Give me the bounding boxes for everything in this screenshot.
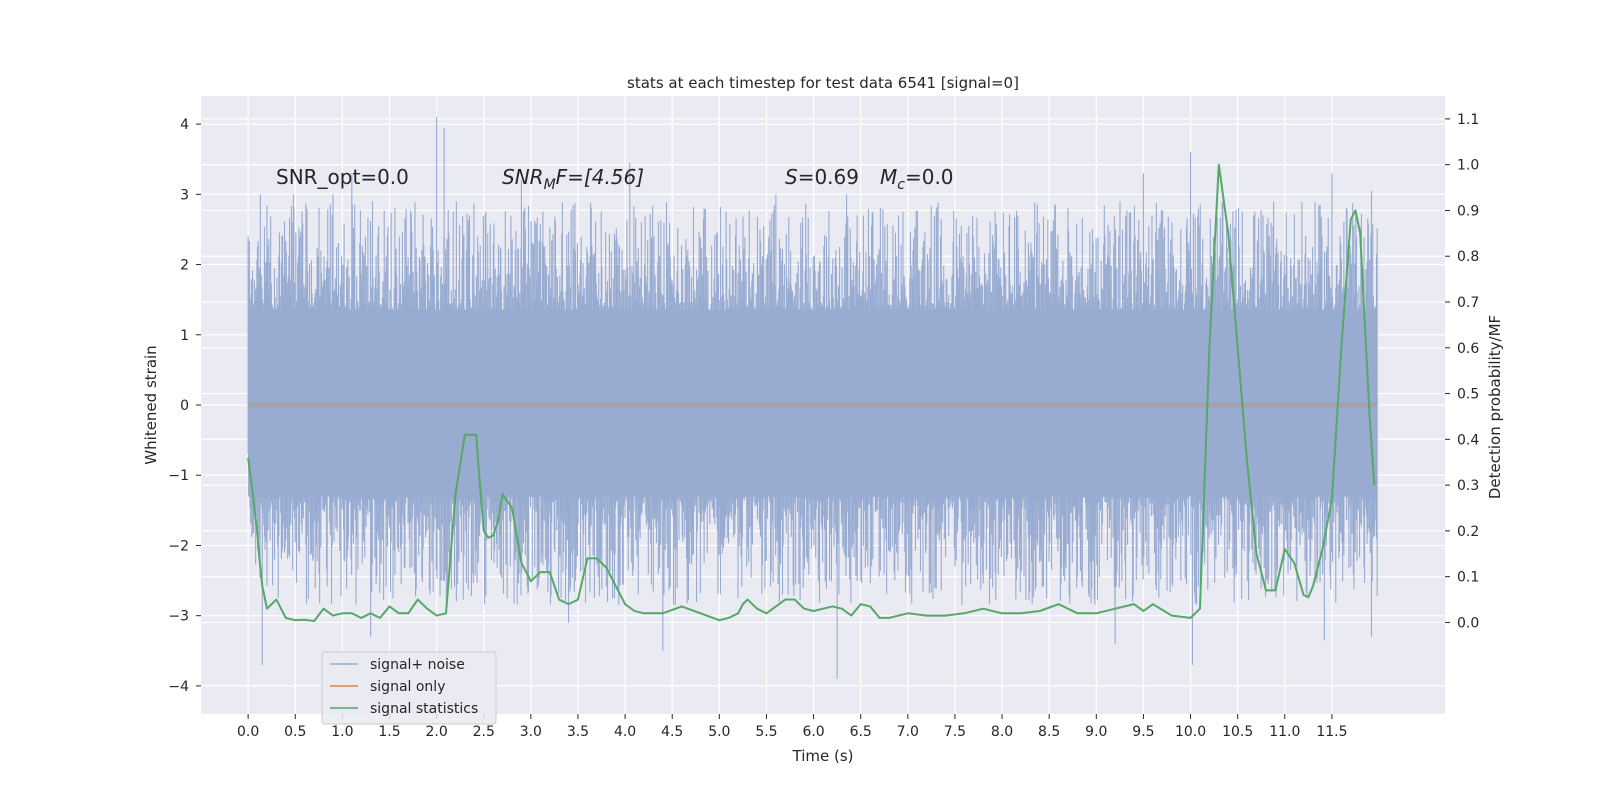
x-tick-label: 7.5 bbox=[944, 724, 966, 740]
x-tick-label: 6.0 bbox=[802, 724, 824, 740]
annotation-s: S=0.69 bbox=[785, 165, 859, 189]
y2-tick-label: 0.2 bbox=[1457, 524, 1479, 540]
y2-tick-label: 0.5 bbox=[1457, 387, 1479, 403]
x-tick-label: 6.5 bbox=[850, 724, 872, 740]
annotation-snr-mf: SNRMF=[4.56] bbox=[502, 165, 644, 193]
y2-axis-label: Detection probability/MF bbox=[1486, 315, 1504, 499]
y-tick-label: 1 bbox=[180, 328, 189, 344]
y-axis-ticks: 4 3 2 1 0 −1 −2 −3 −4 bbox=[168, 117, 201, 695]
y-tick-label: 2 bbox=[180, 258, 189, 274]
annotation-mc: Mc=0.0 bbox=[880, 165, 954, 193]
y2-axis-ticks: 1.1 1.0 0.9 0.8 0.7 0.6 0.5 0.4 0.3 0.2 0.1 0.0 bbox=[1445, 112, 1479, 631]
y-tick-label: −3 bbox=[168, 609, 189, 625]
y-tick-label: 4 bbox=[180, 117, 189, 133]
x-axis-label: Time (s) bbox=[792, 747, 854, 765]
x-tick-label: 2.5 bbox=[473, 724, 495, 740]
series-signal-statistics bbox=[247, 163, 1376, 623]
y2-tick-label: 0.3 bbox=[1457, 478, 1479, 494]
y-tick-label: −4 bbox=[168, 679, 189, 695]
x-tick-label: 9.5 bbox=[1132, 724, 1154, 740]
x-tick-label: 4.5 bbox=[661, 724, 683, 740]
x-axis-ticks: 0.0 0.5 1.0 1.5 2.0 2.5 3.0 3.5 4.0 4.5 5.0 5.5 6.0 6… bbox=[237, 714, 1347, 740]
legend-label-signal-only: signal only bbox=[370, 679, 445, 695]
y2-tick-label: 0.6 bbox=[1457, 341, 1479, 357]
x-tick-label: 5.0 bbox=[708, 724, 730, 740]
y2-tick-label: 0.7 bbox=[1457, 295, 1479, 311]
legend-label-signal-noise: signal+ noise bbox=[370, 657, 465, 673]
x-tick-label: 10.0 bbox=[1175, 724, 1206, 740]
x-tick-label: 5.5 bbox=[755, 724, 777, 740]
x-tick-label: 11.0 bbox=[1269, 724, 1300, 740]
x-tick-label: 8.5 bbox=[1038, 724, 1060, 740]
legend: signal+ noise signal only signal statist… bbox=[321, 651, 497, 725]
y-tick-label: 0 bbox=[180, 398, 189, 414]
x-tick-label: 1.0 bbox=[331, 724, 353, 740]
y-axis-label: Whitened strain bbox=[142, 345, 160, 464]
x-tick-label: 10.5 bbox=[1222, 724, 1253, 740]
chart-title: stats at each timestep for test data 654… bbox=[627, 74, 1019, 92]
x-tick-label: 9.0 bbox=[1085, 724, 1107, 740]
x-tick-label: 4.0 bbox=[614, 724, 636, 740]
x-tick-label: 0.0 bbox=[237, 724, 259, 740]
x-tick-label: 8.0 bbox=[991, 724, 1013, 740]
x-tick-label: 3.0 bbox=[520, 724, 542, 740]
y2-tick-label: 0.4 bbox=[1457, 432, 1479, 448]
y-tick-label: −2 bbox=[168, 538, 189, 554]
y-tick-label: −1 bbox=[168, 468, 189, 484]
x-tick-label: 3.5 bbox=[567, 724, 589, 740]
y2-tick-label: 1.1 bbox=[1457, 112, 1479, 128]
x-tick-label: 2.0 bbox=[425, 724, 447, 740]
x-tick-label: 7.0 bbox=[897, 724, 919, 740]
x-tick-label: 11.5 bbox=[1316, 724, 1347, 740]
legend-box bbox=[321, 651, 497, 725]
y2-tick-label: 0.8 bbox=[1457, 249, 1479, 265]
legend-label-signal-statistics: signal statistics bbox=[370, 701, 478, 717]
x-tick-label: 0.5 bbox=[284, 724, 306, 740]
y2-tick-label: 0.9 bbox=[1457, 203, 1479, 219]
y-tick-label: 3 bbox=[180, 187, 189, 203]
x-tick-label: 1.5 bbox=[378, 724, 400, 740]
y2-tick-label: 0.1 bbox=[1457, 570, 1479, 586]
annotation-snr-opt: SNR_opt=0.0 bbox=[276, 165, 409, 189]
y2-tick-label: 1.0 bbox=[1457, 158, 1479, 174]
signal-statistics-line bbox=[247, 163, 1376, 623]
y2-tick-label: 0.0 bbox=[1457, 615, 1479, 631]
